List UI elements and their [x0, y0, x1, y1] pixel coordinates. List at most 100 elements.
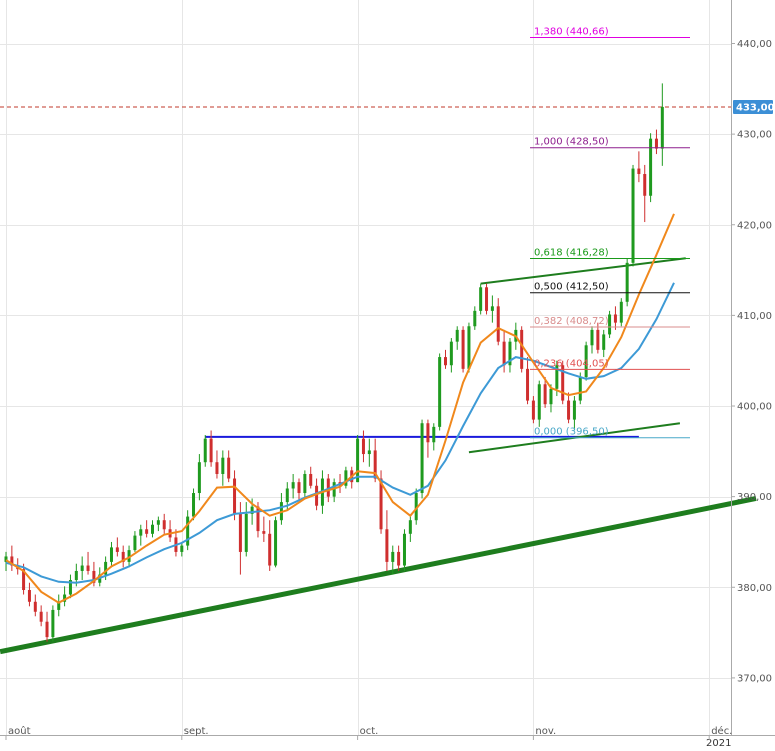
candles [4, 83, 664, 642]
candle-body [285, 488, 289, 503]
candle-body [39, 611, 43, 622]
x-tick-label: déc. [711, 725, 732, 737]
candle-body [555, 365, 559, 389]
candle-body [432, 426, 436, 443]
candle-body [631, 168, 635, 263]
candle-body [619, 301, 623, 323]
candle-body [596, 329, 600, 350]
candle-body [45, 621, 49, 638]
candle-body [578, 377, 582, 401]
candle-body [660, 106, 664, 149]
candle-body [520, 329, 524, 369]
year-label: 2021 [706, 738, 731, 749]
candle-body [508, 341, 512, 366]
candle-body [449, 341, 453, 366]
candle-body [496, 306, 500, 342]
candle-body [297, 482, 301, 494]
candle-body [197, 462, 201, 494]
candle-body [151, 524, 154, 534]
candle-body [602, 334, 606, 350]
fib-label: 0,000 (396,50) [534, 427, 609, 438]
candle-body [33, 601, 37, 612]
candle-body [104, 561, 108, 575]
candle-body [22, 569, 26, 590]
candle-body [192, 493, 196, 517]
candle-body [625, 262, 629, 302]
candle-body [203, 438, 207, 463]
candle-body [356, 438, 360, 483]
candle-body [326, 478, 330, 497]
candle-body [162, 520, 166, 530]
trendline-channel-top [480, 257, 686, 285]
candle-body [408, 520, 412, 534]
y-tick-label: 370,00 [737, 673, 772, 684]
candle-body [444, 357, 447, 366]
sma-blue-line [5, 282, 675, 584]
candle-body [613, 314, 617, 323]
y-axis-ticks: 370,00 380,00 390,00 400,00 410,00 420,00 430,… [731, 39, 772, 684]
y-tick-label: 430,00 [737, 130, 772, 141]
candle-body [115, 547, 119, 552]
x-tick-label: août [8, 725, 31, 737]
candle-body [561, 365, 565, 401]
candle-body [467, 326, 471, 369]
candle-body [608, 314, 612, 335]
candle-body [133, 535, 137, 551]
moving-averages [5, 213, 675, 604]
candle-body [10, 556, 14, 566]
fib-label: 0,382 (408,72) [534, 316, 609, 327]
candle-body [244, 513, 248, 552]
candle-body [221, 457, 225, 474]
candle-body [344, 470, 348, 486]
candle-body [315, 485, 319, 506]
current-price-tag-bg [733, 99, 773, 114]
candle-body [637, 168, 641, 175]
x-tick-label: sept. [184, 726, 209, 737]
candle-body [109, 547, 113, 562]
candle-body [643, 174, 647, 196]
candle-body [262, 531, 266, 534]
candle-body [537, 384, 541, 420]
candle-body [139, 529, 143, 536]
candle-body [215, 462, 219, 474]
x-tick-label: nov. [535, 726, 556, 737]
y-tick-label: 390,00 [737, 492, 772, 503]
fibonacci-levels: 1,380 (440,66) 1,000 (428,50) 0,618 (416,2… [530, 27, 690, 439]
candle-body [502, 341, 506, 366]
fib-label: 1,000 (428,50) [534, 137, 609, 148]
candle-body [51, 609, 55, 638]
candle-body [531, 400, 535, 420]
candle-body [426, 423, 430, 443]
candle-body [303, 473, 307, 494]
candle-body [543, 384, 547, 405]
trendline-support-thick [0, 496, 757, 655]
candle-body [156, 520, 160, 525]
candle-body [238, 513, 242, 552]
fib-label: 0,500 (412,50) [534, 282, 609, 293]
candle-body [526, 368, 530, 401]
y-tick-label: 420,00 [737, 220, 772, 231]
candle-body [485, 287, 489, 311]
current-price-tag: 433,00 [733, 99, 775, 114]
candle-body [80, 565, 84, 571]
candle-body [385, 529, 389, 562]
candle-body [186, 516, 190, 546]
candle-body [57, 601, 61, 610]
candle-body [649, 138, 653, 196]
candle-body [74, 570, 78, 581]
candle-body [256, 506, 260, 532]
candle-body [420, 423, 424, 494]
candle-body [309, 473, 313, 486]
candle-body [373, 450, 377, 479]
candle-body [291, 482, 295, 489]
candle-body [233, 478, 237, 514]
candle-body [397, 551, 401, 566]
candle-body [209, 438, 213, 463]
candle-body [414, 493, 418, 521]
candle-body [584, 345, 588, 378]
y-tick-label: 380,00 [737, 583, 772, 594]
